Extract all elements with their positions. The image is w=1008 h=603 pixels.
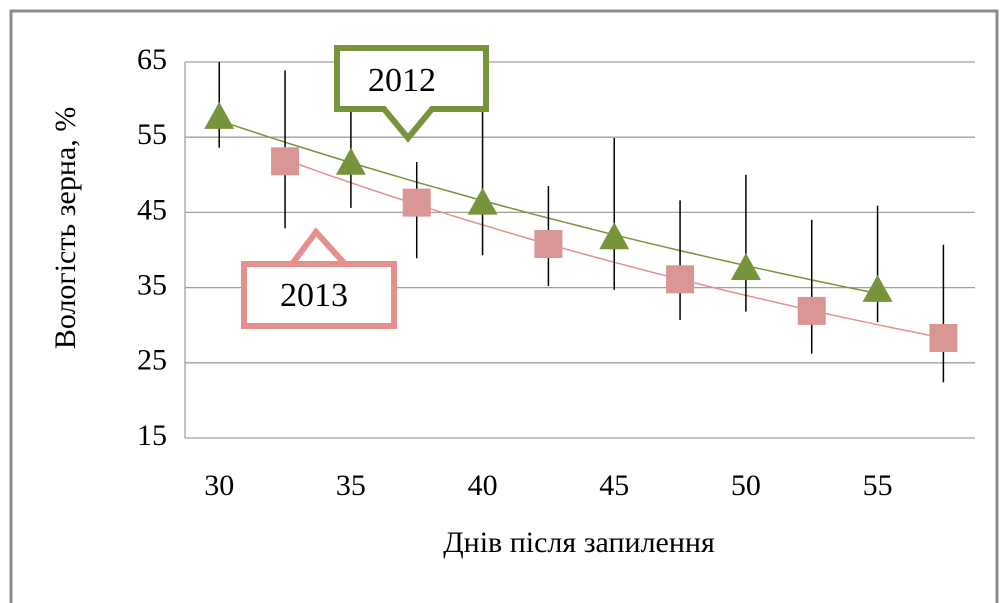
marker	[666, 265, 695, 294]
y-tick-label: 25	[137, 344, 167, 377]
x-tick-label: 50	[731, 469, 761, 502]
callout-2013: 2013	[241, 227, 397, 329]
y-tick-label: 35	[137, 268, 167, 301]
marker	[271, 147, 300, 176]
marker	[730, 253, 761, 281]
x-tick-label: 45	[599, 469, 629, 502]
marker	[204, 101, 235, 129]
marker	[402, 188, 431, 217]
x-tick-label: 30	[204, 469, 234, 502]
marker	[534, 229, 563, 258]
chart-border	[9, 9, 999, 603]
callout-box	[241, 227, 397, 329]
x-tick-label: 55	[863, 469, 893, 502]
marker	[929, 323, 958, 352]
x-tick-label: 40	[468, 469, 498, 502]
series-label: 2013	[280, 277, 348, 314]
y-tick-label: 55	[137, 118, 167, 151]
x-axis-label: Днів після запилення	[443, 526, 715, 559]
y-tick-label: 15	[137, 419, 167, 452]
callout-2012: 2012	[334, 45, 489, 143]
y-axis-label: Вологість зерна, %	[49, 107, 82, 349]
y-tick-label: 45	[137, 193, 167, 226]
marker	[862, 274, 893, 302]
marker	[335, 147, 366, 175]
y-tick-label: 65	[137, 43, 167, 76]
series-label: 2012	[368, 62, 436, 99]
x-tick-label: 35	[336, 469, 366, 502]
callout-box	[334, 45, 489, 143]
marker	[467, 187, 498, 215]
marker	[599, 222, 630, 250]
marker	[797, 296, 826, 325]
